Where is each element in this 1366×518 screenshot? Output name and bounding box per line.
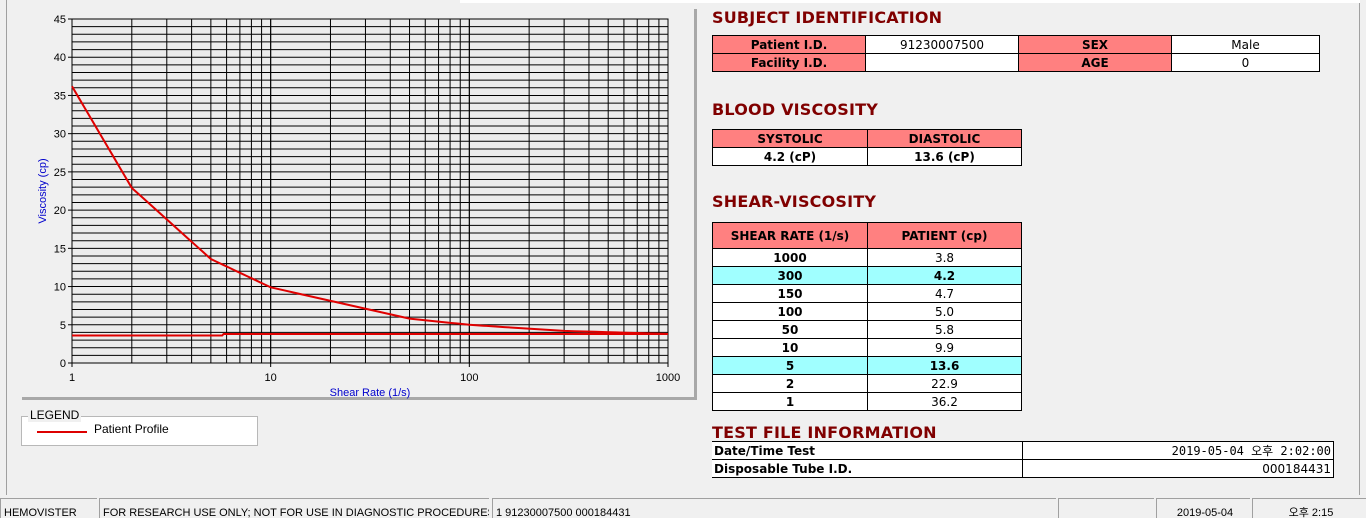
shear-rate-cell: 1 bbox=[712, 392, 868, 411]
patient-header: PATIENT (cp) bbox=[867, 222, 1022, 249]
viscosity-chart: 0 5 10 15 20 25 30 35 40 45 1 10 100 1000 Shear Rate (… bbox=[37, 14, 680, 399]
tube-id-value: 000184431 bbox=[1022, 459, 1334, 478]
subject-title: SUBJECT IDENTIFICATION bbox=[712, 8, 943, 27]
shear-row: 10 9.9 bbox=[712, 338, 1022, 357]
age-label: AGE bbox=[1018, 53, 1172, 72]
shear-row: 100 5.0 bbox=[712, 302, 1022, 321]
shear-rate-header: SHEAR RATE (1/s) bbox=[712, 222, 868, 249]
series-baseline-line bbox=[72, 332, 668, 337]
shear-rate-cell: 2 bbox=[712, 374, 868, 393]
shear-row: 5 13.6 bbox=[712, 356, 1022, 375]
patient-id-value: 91230007500 bbox=[865, 35, 1019, 54]
x-tick-label: 1 bbox=[69, 372, 75, 384]
systolic-label: SYSTOLIC bbox=[712, 129, 868, 148]
shear-row: 2 22.9 bbox=[712, 374, 1022, 393]
patient-viscosity-cell: 9.9 bbox=[867, 338, 1022, 357]
y-tick-label: 10 bbox=[54, 282, 66, 294]
legend-box: LEGEND Patient Profile bbox=[21, 408, 258, 446]
shear-rate-cell: 300 bbox=[712, 266, 868, 285]
shear-rate-cell: 150 bbox=[712, 284, 868, 303]
status-blank bbox=[1058, 498, 1154, 518]
blood-viscosity-title: BLOOD VISCOSITY bbox=[712, 100, 879, 119]
status-app: HEMOVISTER bbox=[0, 498, 97, 518]
legend-title: LEGEND bbox=[28, 408, 82, 422]
status-notice: FOR RESEARCH USE ONLY; NOT FOR USE IN DI… bbox=[99, 498, 489, 518]
shear-rate-cell: 5 bbox=[712, 356, 868, 375]
date-time-value: 2019-05-04 오후 2:02:00 bbox=[1022, 441, 1334, 460]
shear-row: 1000 3.8 bbox=[712, 248, 1022, 267]
legend-line-swatch bbox=[37, 431, 87, 433]
x-tick-label: 100 bbox=[460, 372, 478, 384]
x-tick-label: 10 bbox=[265, 372, 277, 384]
sex-label: SEX bbox=[1018, 35, 1172, 54]
y-tick-label: 5 bbox=[60, 320, 66, 332]
status-record: 1 91230007500 000184431 bbox=[492, 498, 1056, 518]
y-tick-label: 40 bbox=[54, 52, 66, 64]
date-time-label: Date/Time Test bbox=[712, 441, 1023, 460]
legend-entry: Patient Profile bbox=[94, 422, 169, 436]
shear-rate-cell: 100 bbox=[712, 302, 868, 321]
x-axis-label: Shear Rate (1/s) bbox=[330, 387, 411, 399]
patient-viscosity-cell: 5.8 bbox=[867, 320, 1022, 339]
systolic-value: 4.2 (cP) bbox=[712, 147, 868, 166]
shear-rate-cell: 10 bbox=[712, 338, 868, 357]
patient-viscosity-cell: 4.7 bbox=[867, 284, 1022, 303]
facility-id-label: Facility I.D. bbox=[712, 53, 866, 72]
diastolic-label: DIASTOLIC bbox=[867, 129, 1022, 148]
series-patient-profile-line bbox=[71, 85, 669, 335]
patient-viscosity-cell: 3.8 bbox=[867, 248, 1022, 267]
patient-viscosity-cell: 5.0 bbox=[867, 302, 1022, 321]
y-tick-label: 30 bbox=[54, 129, 66, 141]
shear-row: 50 5.8 bbox=[712, 320, 1022, 339]
tube-id-label: Disposable Tube I.D. bbox=[712, 459, 1023, 478]
top-bar bbox=[460, 0, 1360, 3]
blood-viscosity-table: SYSTOLIC DIASTOLIC 4.2 (cP) 13.6 (cP) bbox=[712, 129, 1022, 166]
facility-id-value bbox=[865, 53, 1019, 72]
y-tick-label: 25 bbox=[54, 167, 66, 179]
patient-viscosity-cell: 22.9 bbox=[867, 374, 1022, 393]
status-bar: HEMOVISTER FOR RESEARCH USE ONLY; NOT FO… bbox=[0, 496, 1366, 518]
patient-viscosity-cell: 36.2 bbox=[867, 392, 1022, 411]
age-value: 0 bbox=[1171, 53, 1320, 72]
shear-rate-cell: 1000 bbox=[712, 248, 868, 267]
shear-row: 1 36.2 bbox=[712, 392, 1022, 411]
sex-value: Male bbox=[1171, 35, 1320, 54]
shear-row: 300 4.2 bbox=[712, 266, 1022, 285]
plot-area bbox=[71, 18, 669, 364]
chart-panel: 0 5 10 15 20 25 30 35 40 45 1 10 100 1000 Shear Rate (… bbox=[22, 9, 697, 400]
y-tick-label: 20 bbox=[54, 205, 66, 217]
y-tick-label: 0 bbox=[60, 358, 66, 370]
shear-row: 150 4.7 bbox=[712, 284, 1022, 303]
test-file-title: TEST FILE INFORMATION bbox=[712, 423, 937, 442]
y-tick-label: 35 bbox=[54, 90, 66, 102]
patient-viscosity-cell: 4.2 bbox=[867, 266, 1022, 285]
y-axis-label: Viscosity (cp) bbox=[37, 158, 49, 223]
y-tick-label: 15 bbox=[54, 243, 66, 255]
diastolic-value: 13.6 (cP) bbox=[867, 147, 1022, 166]
subject-table: Patient I.D. 91230007500 SEX Male Facility … bbox=[712, 35, 1320, 72]
shear-viscosity-title: SHEAR-VISCOSITY bbox=[712, 192, 877, 211]
test-file-table: Date/Time Test 2019-05-04 오후 2:02:00 Disp… bbox=[712, 441, 1334, 478]
y-tick-label: 45 bbox=[54, 14, 66, 26]
shear-rate-cell: 50 bbox=[712, 320, 868, 339]
x-tick-label: 1000 bbox=[656, 372, 680, 384]
patient-viscosity-cell: 13.6 bbox=[867, 356, 1022, 375]
status-time: 오후 2:15 bbox=[1252, 498, 1366, 518]
window-border bbox=[1359, 0, 1360, 495]
shear-viscosity-table: SHEAR RATE (1/s) PATIENT (cp) 1000 3.8 300 4… bbox=[712, 222, 1022, 411]
status-date: 2019-05-04 bbox=[1156, 498, 1250, 518]
window-border bbox=[6, 0, 7, 495]
patient-id-label: Patient I.D. bbox=[712, 35, 866, 54]
